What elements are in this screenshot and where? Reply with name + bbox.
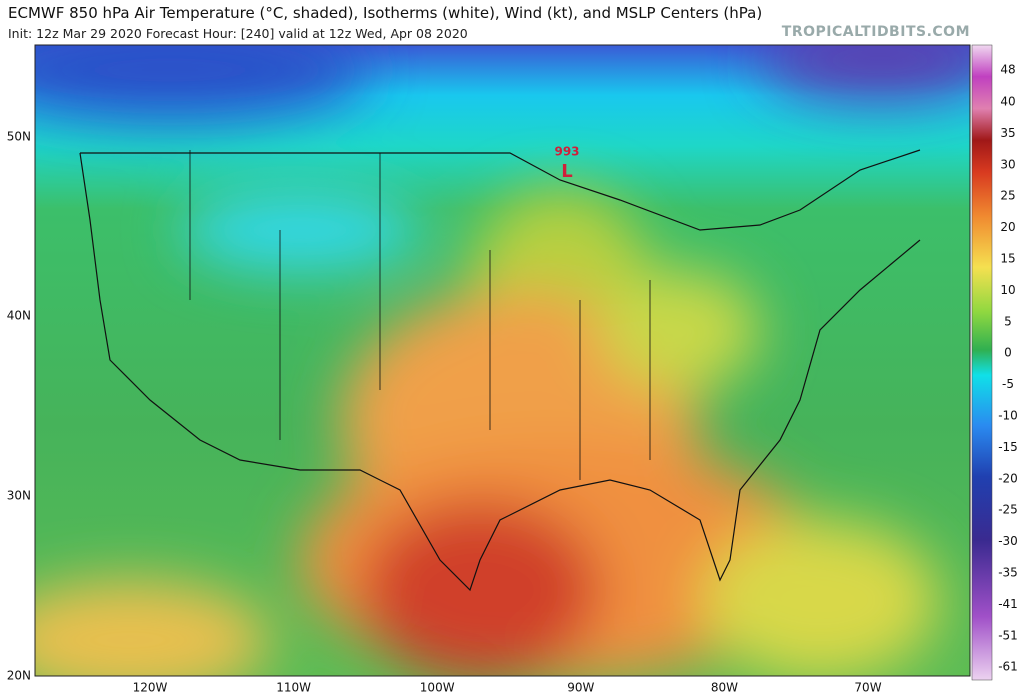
colorbar-label: 0 — [1004, 346, 1012, 360]
longitude-label: 80W — [711, 681, 738, 695]
colorbar-label: 25 — [1000, 189, 1015, 203]
low-pressure-marker: L — [561, 161, 572, 182]
longitude-label: 120W — [133, 681, 168, 695]
colorbar-label: 15 — [1000, 252, 1015, 266]
colorbar — [971, 44, 993, 681]
longitude-label: 110W — [276, 681, 311, 695]
colorbar-label: -25 — [998, 503, 1018, 517]
colorbar-label: -10 — [998, 409, 1018, 423]
latitude-label: 40N — [7, 309, 31, 323]
colorbar-label: -5 — [1002, 377, 1014, 391]
colorbar-label: -20 — [998, 471, 1018, 485]
colorbar-label: 35 — [1000, 126, 1015, 140]
colorbar-label: -35 — [998, 566, 1018, 580]
colorbar-label: -15 — [998, 440, 1018, 454]
latitude-label: 20N — [7, 669, 31, 683]
colorbar-label: 5 — [1004, 314, 1012, 328]
colorbar-label: 20 — [1000, 220, 1015, 234]
watermark: TROPICALTIDBITS.COM — [781, 24, 970, 40]
longitude-label: 100W — [420, 681, 455, 695]
map-title: ECMWF 850 hPa Air Temperature (°C, shade… — [8, 4, 763, 22]
low-pressure-value: 993 — [554, 145, 579, 159]
colorbar-label: -51 — [998, 628, 1018, 642]
longitude-label: 90W — [567, 681, 594, 695]
colorbar-label: 40 — [1000, 95, 1015, 109]
colorbar-label: -61 — [998, 660, 1018, 674]
colorbar-label: -30 — [998, 534, 1018, 548]
map-subtitle: Init: 12z Mar 29 2020 Forecast Hour: [24… — [8, 26, 468, 41]
latitude-label: 50N — [7, 130, 31, 144]
colorbar-label: -41 — [998, 597, 1018, 611]
colorbar-label: 10 — [1000, 283, 1015, 297]
colorbar-label: 48 — [1000, 63, 1015, 77]
latitude-label: 30N — [7, 489, 31, 503]
temperature-field — [35, 45, 970, 676]
longitude-label: 70W — [854, 681, 881, 695]
colorbar-label: 30 — [1000, 157, 1015, 171]
